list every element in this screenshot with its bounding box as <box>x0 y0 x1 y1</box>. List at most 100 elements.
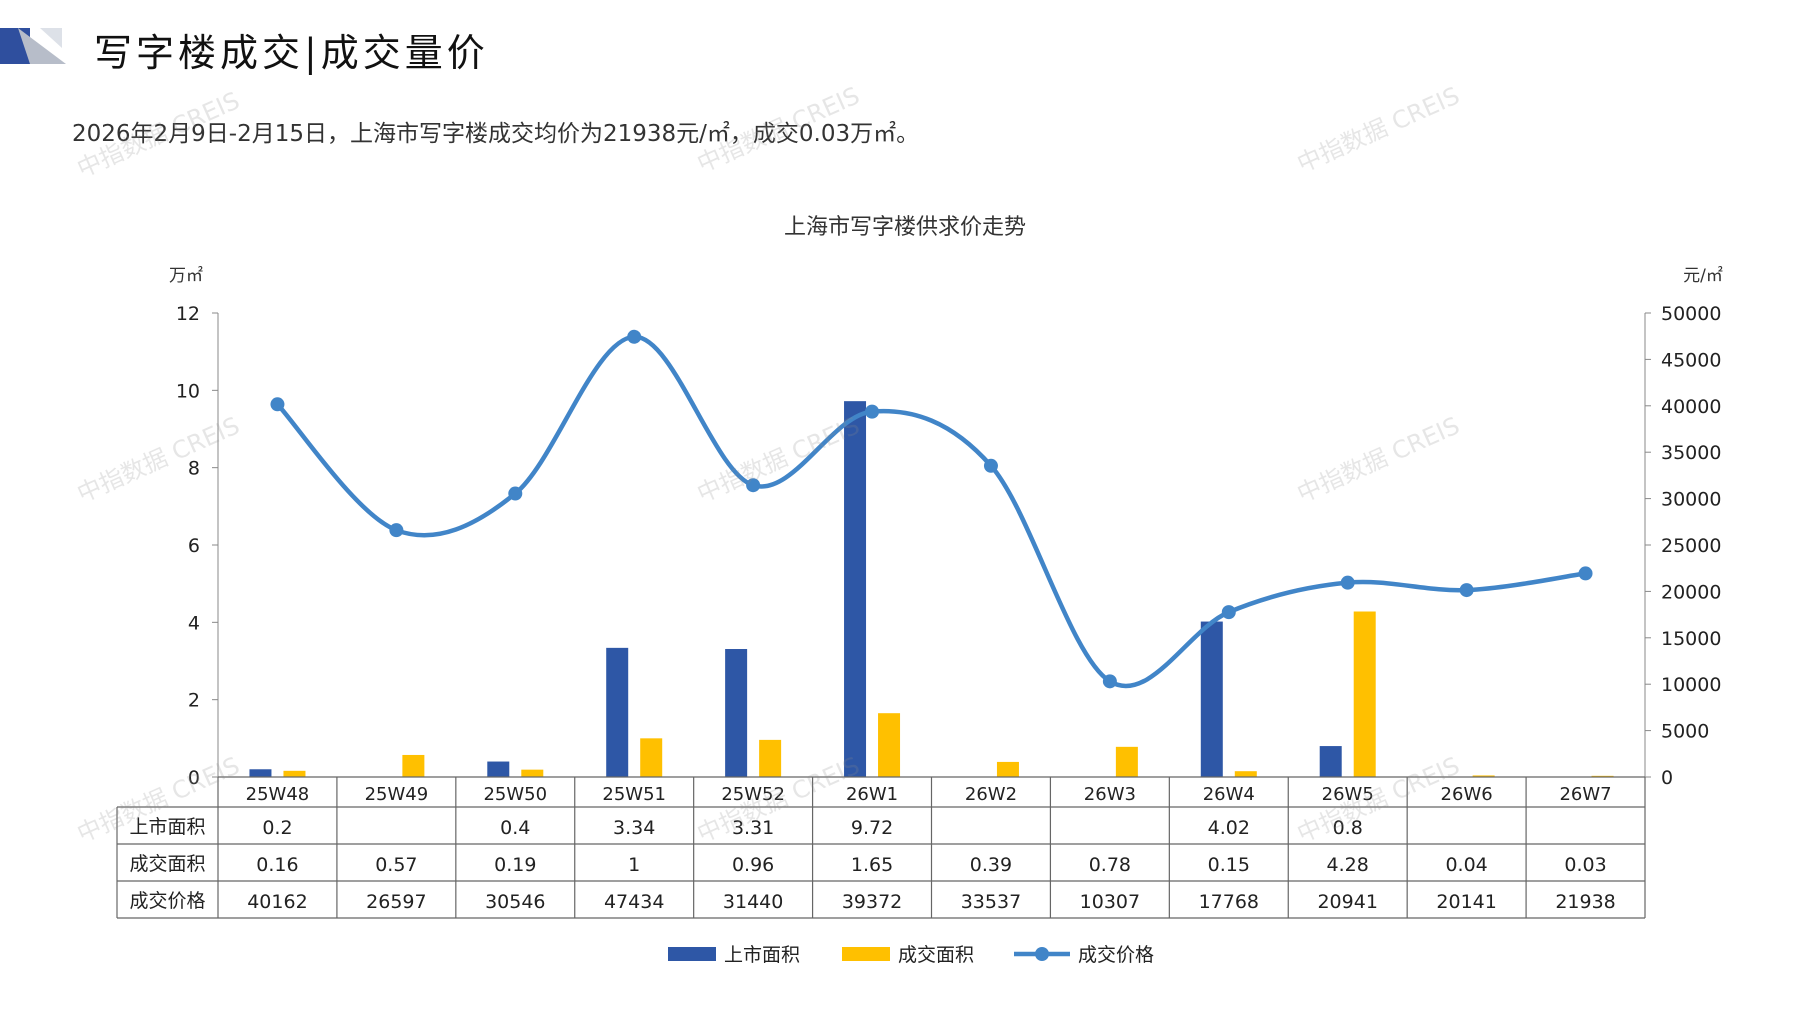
table-cell: 0.78 <box>1089 854 1131 876</box>
page-title: 写字楼成交|成交量价 <box>94 31 489 75</box>
price-point <box>746 478 761 493</box>
right-tick-label: 0 <box>1661 767 1673 789</box>
table-cell: 0.39 <box>970 854 1012 876</box>
chart-axes: 0 2 4 6 8 10 12 0 5000 10000 15000 20000 25000 30000 3… <box>176 303 1722 789</box>
table-row-label: 成交面积 <box>129 853 205 875</box>
price-point <box>1340 575 1355 590</box>
left-axis-unit: 万㎡ <box>169 266 203 286</box>
left-tick-label: 8 <box>188 458 200 480</box>
x-tick-label: 26W5 <box>1322 784 1374 805</box>
price-point <box>627 329 642 344</box>
right-tick-label: 30000 <box>1661 489 1721 511</box>
bar-deal-area <box>996 761 1019 777</box>
table-cell: 0.2 <box>262 817 292 839</box>
table-cell: 17768 <box>1199 891 1259 913</box>
table-cell: 30546 <box>485 891 545 913</box>
bar-deal-area <box>759 739 782 777</box>
legend-label: 上市面积 <box>724 944 800 966</box>
table-cell: 26597 <box>366 891 426 913</box>
price-point <box>389 523 404 538</box>
x-tick-label: 26W7 <box>1559 784 1611 805</box>
table-cell: 3.31 <box>732 817 774 839</box>
bar-supply <box>1319 746 1342 777</box>
table-cell: 4.02 <box>1208 817 1250 839</box>
chart-legend: 上市面积 成交面积 成交价格 <box>668 944 1154 966</box>
bar-deal-area <box>1353 611 1376 777</box>
table-cell: 40162 <box>247 891 307 913</box>
right-tick-label: 15000 <box>1661 628 1721 650</box>
table-row-label: 上市面积 <box>129 816 205 838</box>
right-tick-label: 5000 <box>1661 721 1709 743</box>
table-cell: 0.96 <box>732 854 774 876</box>
table-cell: 31440 <box>723 891 783 913</box>
right-tick-label: 10000 <box>1661 674 1721 696</box>
bar-deal-area <box>1115 746 1138 777</box>
table-cell: 1 <box>628 854 640 876</box>
price-point <box>508 486 523 501</box>
bar-supply <box>844 401 867 777</box>
bar-deal-area <box>878 713 901 777</box>
bar-supply <box>487 761 510 777</box>
bar-deal-area <box>640 738 663 777</box>
legend-label: 成交价格 <box>1078 944 1154 966</box>
x-tick-label: 25W48 <box>246 784 310 805</box>
right-tick-label: 40000 <box>1661 396 1721 418</box>
table-cell: 47434 <box>604 891 664 913</box>
table-cell: 0.4 <box>500 817 530 839</box>
x-tick-label: 26W4 <box>1203 784 1255 805</box>
right-tick-label: 35000 <box>1661 442 1721 464</box>
price-point <box>983 458 998 473</box>
summary-text: 2026年2月9日-2月15日，上海市写字楼成交均价为21938元/㎡，成交0.… <box>72 121 920 147</box>
chart-title: 上海市写字楼供求价走势 <box>784 215 1026 240</box>
table-cell: 0.04 <box>1445 854 1487 876</box>
price-line-path <box>275 334 1586 689</box>
left-tick-label: 0 <box>188 767 200 789</box>
data-table: 25W48 25W49 25W50 25W51 25W52 26W1 26W2 26W3 26W… <box>116 776 1646 919</box>
left-tick-label: 10 <box>176 380 200 402</box>
table-cell: 3.34 <box>613 817 655 839</box>
table-cell: 4.28 <box>1327 854 1369 876</box>
left-tick-label: 4 <box>188 612 200 634</box>
bar-deal-area <box>1472 775 1495 777</box>
table-cell: 0.16 <box>256 854 298 876</box>
legend-swatch <box>668 947 716 961</box>
price-point <box>865 404 880 419</box>
legend-swatch <box>842 947 890 961</box>
x-tick-label: 26W3 <box>1084 784 1136 805</box>
table-cell: 10307 <box>1080 891 1140 913</box>
price-line <box>270 329 1593 689</box>
x-tick-label: 26W1 <box>846 784 898 805</box>
left-tick-label: 6 <box>188 535 200 557</box>
table-cell: 1.65 <box>851 854 893 876</box>
x-tick-label: 26W2 <box>965 784 1017 805</box>
table-cell: 0.03 <box>1564 854 1606 876</box>
bar-supply <box>606 647 629 777</box>
table-cell: 20941 <box>1317 891 1377 913</box>
bar-supply <box>1200 621 1223 777</box>
table-cell: 0.57 <box>375 854 417 876</box>
legend-swatch-point <box>1035 947 1049 961</box>
right-tick-label: 20000 <box>1661 581 1721 603</box>
price-point <box>1578 566 1593 581</box>
x-tick-label: 25W52 <box>721 784 785 805</box>
bar-supply <box>725 649 748 777</box>
price-point <box>1102 674 1117 689</box>
legend-label: 成交面积 <box>898 944 974 966</box>
price-point <box>1459 583 1474 598</box>
left-tick-label: 12 <box>176 303 200 325</box>
table-row-label: 成交价格 <box>129 890 205 912</box>
table-cell: 0.19 <box>494 854 536 876</box>
table-cell: 9.72 <box>851 817 893 839</box>
right-tick-label: 25000 <box>1661 535 1721 557</box>
x-tick-label: 25W51 <box>602 784 666 805</box>
bar-deal-area <box>283 770 306 777</box>
x-tick-label: 25W49 <box>365 784 429 805</box>
table-cell: 21938 <box>1555 891 1615 913</box>
table-cell: 33537 <box>961 891 1021 913</box>
right-tick-label: 50000 <box>1661 303 1721 325</box>
price-point <box>270 397 285 412</box>
bar-deal-area <box>402 754 425 777</box>
table-cell: 0.8 <box>1333 817 1363 839</box>
x-tick-label: 25W50 <box>483 784 547 805</box>
